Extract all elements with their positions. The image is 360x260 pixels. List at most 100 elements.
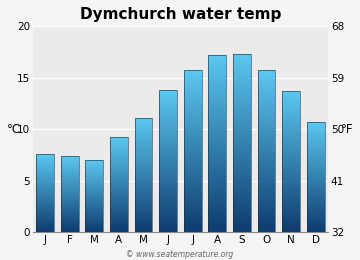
Bar — [159, 160, 177, 161]
Bar — [258, 170, 275, 171]
Bar — [282, 173, 300, 174]
Bar — [184, 186, 202, 187]
Bar — [282, 117, 300, 118]
Bar — [110, 211, 128, 212]
Bar — [208, 161, 226, 162]
Bar — [208, 209, 226, 210]
Bar — [258, 208, 275, 209]
Bar — [135, 177, 152, 178]
Bar — [233, 66, 251, 67]
Bar — [110, 187, 128, 188]
Bar — [61, 173, 78, 174]
Bar — [307, 138, 325, 139]
Bar — [282, 134, 300, 135]
Bar — [208, 190, 226, 191]
Bar — [208, 175, 226, 176]
Bar — [85, 208, 103, 209]
Bar — [184, 97, 202, 98]
Bar — [184, 122, 202, 123]
Bar — [110, 177, 128, 178]
Bar — [233, 168, 251, 169]
Bar — [159, 97, 177, 98]
Title: Dymchurch water temp: Dymchurch water temp — [80, 7, 281, 22]
Bar — [307, 164, 325, 165]
Bar — [307, 218, 325, 219]
Bar — [135, 173, 152, 174]
Bar — [282, 93, 300, 94]
Bar — [233, 152, 251, 153]
Bar — [159, 118, 177, 119]
Bar — [159, 217, 177, 218]
Bar — [307, 184, 325, 185]
Bar — [258, 72, 275, 73]
Bar — [282, 100, 300, 101]
Bar — [135, 167, 152, 168]
Bar — [208, 177, 226, 178]
Bar — [282, 137, 300, 138]
Bar — [258, 123, 275, 124]
Bar — [208, 221, 226, 222]
Bar — [258, 166, 275, 167]
Bar — [135, 216, 152, 217]
Bar — [282, 120, 300, 121]
Bar — [184, 129, 202, 130]
Bar — [184, 193, 202, 194]
Bar — [233, 174, 251, 175]
Bar — [282, 105, 300, 106]
Bar — [282, 207, 300, 208]
Bar — [233, 151, 251, 152]
Bar — [184, 134, 202, 135]
Bar — [61, 175, 78, 176]
Bar — [208, 72, 226, 73]
Bar — [258, 197, 275, 198]
Bar — [159, 102, 177, 103]
Bar — [282, 181, 300, 182]
Bar — [233, 93, 251, 94]
Bar — [258, 112, 275, 113]
Bar — [85, 201, 103, 202]
Bar — [282, 174, 300, 175]
Bar — [135, 135, 152, 136]
Bar — [208, 214, 226, 215]
Bar — [208, 227, 226, 228]
Bar — [233, 67, 251, 68]
Bar — [233, 217, 251, 218]
Bar — [282, 165, 300, 166]
Bar — [233, 222, 251, 223]
Bar — [184, 147, 202, 148]
Bar — [159, 183, 177, 184]
Bar — [282, 125, 300, 126]
Bar — [307, 174, 325, 175]
Bar — [110, 167, 128, 168]
Bar — [208, 223, 226, 224]
Bar — [36, 204, 54, 205]
Bar — [159, 209, 177, 210]
Bar — [159, 140, 177, 141]
Bar — [208, 198, 226, 199]
Bar — [61, 213, 78, 214]
Bar — [258, 228, 275, 229]
Bar — [208, 225, 226, 226]
Bar — [307, 132, 325, 133]
Bar — [258, 178, 275, 179]
Bar — [135, 207, 152, 208]
Bar — [233, 114, 251, 115]
Bar — [110, 171, 128, 172]
Bar — [208, 211, 226, 212]
Bar — [61, 184, 78, 185]
Bar — [85, 218, 103, 219]
Bar — [208, 142, 226, 143]
Bar — [135, 195, 152, 196]
Bar — [61, 180, 78, 181]
Bar — [184, 140, 202, 141]
Bar — [208, 105, 226, 106]
Bar — [233, 193, 251, 194]
Bar — [208, 167, 226, 168]
Bar — [208, 146, 226, 147]
Bar — [110, 173, 128, 174]
Bar — [184, 217, 202, 218]
Bar — [159, 230, 177, 231]
Bar — [208, 130, 226, 131]
Bar — [135, 224, 152, 225]
Bar — [282, 192, 300, 193]
